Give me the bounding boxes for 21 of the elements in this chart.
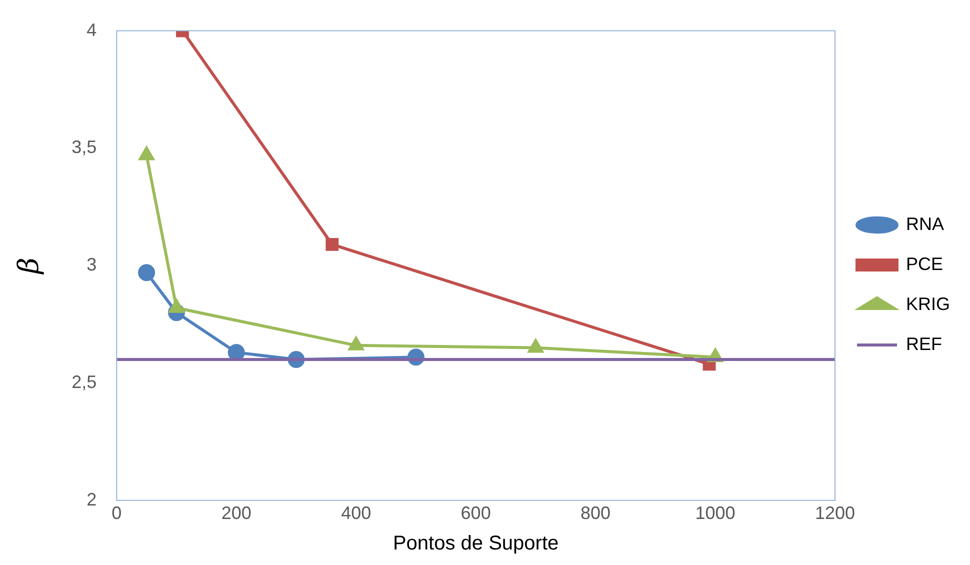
x-axis-title: Pontos de Suporte: [392, 532, 559, 555]
y-tick-label: 3: [86, 254, 97, 275]
x-tick-label: 800: [580, 503, 611, 524]
legend-label: RNA: [906, 214, 944, 234]
y-tick-label: 2: [86, 489, 97, 510]
point: [138, 264, 156, 282]
y-tick-label: 4: [86, 20, 97, 40]
x-tick-label: 600: [460, 503, 491, 524]
point: [326, 238, 339, 251]
x-tick-label: 1200: [814, 503, 856, 524]
legend-label: REF: [906, 334, 942, 354]
y-axis-title: β: [12, 258, 46, 275]
point: [528, 339, 544, 353]
legend-label: PCE: [906, 254, 944, 274]
x-tick-label: 200: [221, 503, 252, 524]
x-tick-label: 1000: [695, 503, 736, 524]
x-tick-label: 400: [341, 503, 372, 524]
y-tick-label: 2,5: [72, 372, 97, 392]
legend-label: KRIG: [906, 294, 950, 314]
x-tick-label: 0: [112, 503, 122, 524]
y-tick-label: 3,5: [72, 137, 97, 158]
